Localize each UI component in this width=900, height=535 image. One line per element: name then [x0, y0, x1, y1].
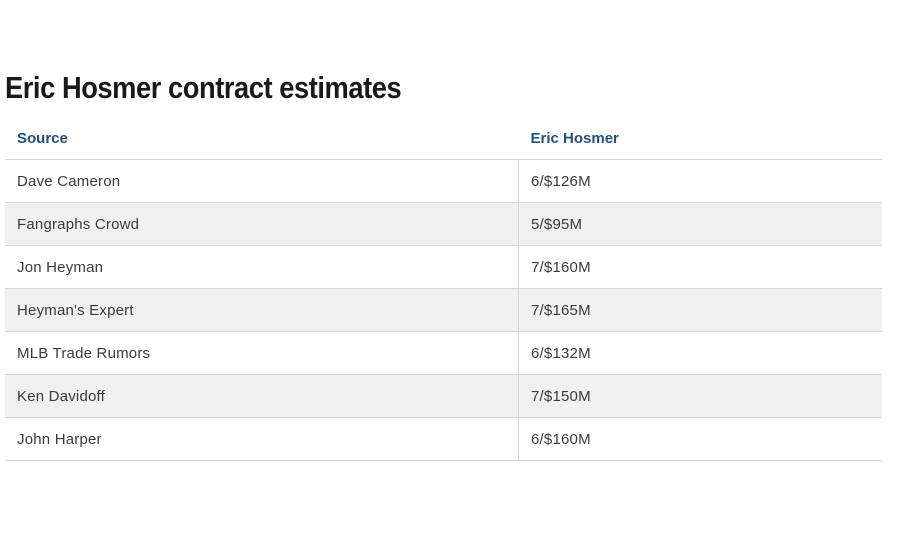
table-row: Heyman's Expert 7/$165M	[5, 288, 882, 332]
estimate-cell: 7/$165M	[518, 288, 882, 332]
estimate-cell: 5/$95M	[518, 202, 882, 246]
source-cell: Jon Heyman	[5, 245, 519, 289]
estimate-cell: 7/$150M	[518, 374, 882, 418]
source-cell: Ken Davidoff	[5, 374, 519, 418]
estimate-cell: 7/$160M	[518, 245, 882, 289]
table-header-row: Source Eric Hosmer	[5, 118, 882, 160]
table-row: John Harper 6/$160M	[5, 417, 882, 461]
page-title: Eric Hosmer contract estimates	[5, 70, 402, 105]
source-cell: Dave Cameron	[5, 159, 519, 203]
source-cell: Heyman's Expert	[5, 288, 519, 332]
table-row: Ken Davidoff 7/$150M	[5, 374, 882, 418]
estimate-cell: 6/$126M	[518, 159, 882, 203]
estimate-cell: 6/$160M	[518, 417, 882, 461]
contract-estimates-table: Source Eric Hosmer Dave Cameron 6/$126M …	[5, 118, 882, 461]
table-row: MLB Trade Rumors 6/$132M	[5, 331, 882, 375]
table-row: Dave Cameron 6/$126M	[5, 159, 882, 203]
source-cell: Fangraphs Crowd	[5, 202, 519, 246]
table-row: Fangraphs Crowd 5/$95M	[5, 202, 882, 246]
column-header-estimate: Eric Hosmer	[518, 118, 882, 160]
table-row: Jon Heyman 7/$160M	[5, 245, 882, 289]
source-cell: MLB Trade Rumors	[5, 331, 519, 375]
source-cell: John Harper	[5, 417, 519, 461]
column-header-source: Source	[5, 118, 519, 160]
estimate-cell: 6/$132M	[518, 331, 882, 375]
